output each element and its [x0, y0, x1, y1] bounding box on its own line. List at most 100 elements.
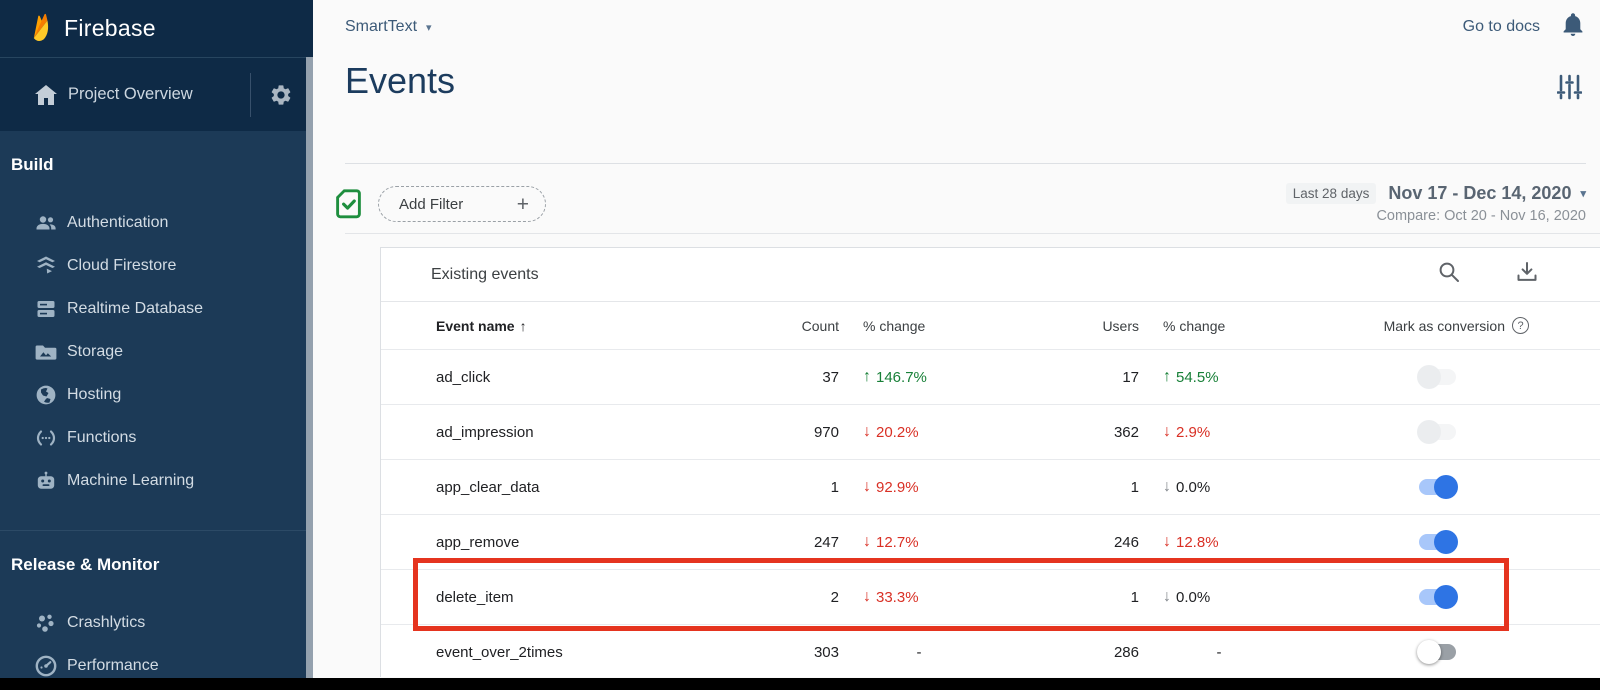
- search-icon[interactable]: [1438, 261, 1460, 288]
- event-users: 362: [1113, 423, 1139, 441]
- count-change: -: [916, 643, 922, 661]
- event-name: event_over_2times: [436, 643, 563, 661]
- column-users[interactable]: Users: [1102, 317, 1139, 334]
- divider: [250, 72, 251, 117]
- event-users: 246: [1113, 533, 1139, 551]
- sidebar-item-performance[interactable]: Performance: [0, 644, 313, 687]
- count-change: ↓ 20.2%: [863, 423, 919, 441]
- firestore-icon: [34, 254, 58, 278]
- sidebar-item-authentication[interactable]: Authentication: [0, 201, 313, 244]
- topbar: SmartText ▾ Go to docs: [313, 0, 1600, 54]
- event-users: 1: [1130, 588, 1139, 606]
- help-circle-icon[interactable]: ?: [1512, 317, 1529, 334]
- event-count: 2: [830, 588, 839, 606]
- sort-ascending-icon: ↑: [519, 317, 527, 334]
- divider: [345, 233, 1600, 234]
- column-mark-as-conversion: Mark as conversion ?: [1279, 302, 1529, 349]
- trend-arrow-icon: ↑: [1163, 368, 1171, 385]
- bell-icon[interactable]: [1562, 12, 1584, 42]
- conversion-toggle[interactable]: [1419, 530, 1458, 554]
- chevron-down-icon: ▾: [1580, 188, 1586, 200]
- trend-arrow-icon: ↓: [1163, 478, 1171, 495]
- section-label-build: Build: [11, 155, 54, 174]
- plus-icon: +: [516, 192, 529, 216]
- gauge-icon: [34, 654, 58, 678]
- card-title: Existing events: [431, 265, 539, 283]
- column-percent-change-count: % change: [863, 317, 926, 334]
- sidebar-item-hosting[interactable]: Hosting: [0, 373, 313, 416]
- release-nav: Crashlytics Performance: [0, 601, 313, 687]
- page-title: Events: [345, 60, 456, 101]
- conversion-toggle[interactable]: [1417, 365, 1456, 389]
- go-to-docs-link[interactable]: Go to docs: [1462, 18, 1540, 35]
- project-overview-label: Project Overview: [68, 85, 193, 103]
- sidebar-item-label: Machine Learning: [67, 471, 195, 489]
- chevron-down-icon: ▾: [426, 21, 432, 34]
- section-label-release-monitor: Release & Monitor: [11, 555, 160, 574]
- conversion-toggle[interactable]: [1419, 585, 1458, 609]
- table-row: ad_click 37 ↑ 146.7% 17 ↑ 54.5%: [381, 349, 1600, 404]
- trend-arrow-icon: ↓: [863, 588, 871, 605]
- column-percent-change-users: % change: [1163, 317, 1226, 334]
- sidebar-item-label: Storage: [67, 342, 124, 360]
- sidebar-item-crashlytics[interactable]: Crashlytics: [0, 601, 313, 644]
- firebase-flame-icon: [30, 13, 53, 44]
- event-count: 1: [830, 478, 839, 496]
- trend-arrow-icon: ↓: [1163, 533, 1171, 550]
- column-count[interactable]: Count: [801, 317, 839, 334]
- storage-folder-icon: [34, 340, 58, 364]
- event-users: 17: [1122, 368, 1139, 386]
- globe-icon: [34, 383, 58, 407]
- sidebar-item-label: Realtime Database: [67, 299, 204, 317]
- trend-arrow-icon: ↓: [1163, 588, 1171, 605]
- sidebar-item-project-overview[interactable]: Project Overview: [0, 57, 313, 131]
- sidebar-item-label: Cloud Firestore: [67, 256, 177, 274]
- build-nav: Authentication Cloud Firestore Realtime …: [0, 201, 313, 502]
- sidebar-item-machine-learning[interactable]: Machine Learning: [0, 459, 313, 502]
- event-users: 1: [1130, 478, 1139, 496]
- sidebar-item-label: Crashlytics: [67, 613, 146, 631]
- date-range-picker[interactable]: Nov 17 - Dec 14, 2020 ▾: [1388, 183, 1586, 204]
- column-event-name[interactable]: Event name ↑: [436, 317, 527, 334]
- conversion-toggle[interactable]: [1417, 420, 1456, 444]
- sidebar-item-storage[interactable]: Storage: [0, 330, 313, 373]
- event-count: 247: [813, 533, 839, 551]
- card-header: Existing events: [381, 248, 1600, 302]
- sidebar-item-functions[interactable]: Functions: [0, 416, 313, 459]
- download-icon[interactable]: [1516, 261, 1538, 288]
- event-name: delete_item: [436, 588, 514, 606]
- users-change: ↓ 0.0%: [1163, 478, 1211, 496]
- count-change: ↓ 33.3%: [863, 588, 919, 606]
- robot-icon: [34, 469, 58, 493]
- firebase-brand[interactable]: Firebase: [0, 0, 313, 57]
- home-icon: [34, 84, 58, 106]
- conversion-toggle[interactable]: [1419, 475, 1458, 499]
- count-change: ↓ 12.7%: [863, 533, 919, 551]
- sidebar-item-label: Performance: [67, 656, 159, 674]
- project-name: SmartText: [345, 18, 418, 35]
- existing-events-card: Existing events Event name ↑ Count % cha…: [380, 247, 1600, 677]
- database-icon: [34, 297, 58, 321]
- divider: [0, 530, 313, 531]
- sidebar-item-cloud-firestore[interactable]: Cloud Firestore: [0, 244, 313, 287]
- date-preset-badge: Last 28 days: [1285, 183, 1377, 204]
- sidebar-body: Build Authentication Cloud Firestore: [0, 155, 313, 687]
- event-count: 37: [822, 368, 839, 386]
- brand-wordmark: Firebase: [64, 15, 156, 41]
- sidebar-item-label: Hosting: [67, 385, 122, 403]
- project-switcher[interactable]: SmartText ▾: [345, 18, 432, 36]
- sidebar: Firebase Project Overview Build Authenti…: [0, 0, 313, 690]
- tune-sliders-icon[interactable]: [1556, 74, 1583, 105]
- count-change: ↑ 146.7%: [863, 368, 927, 386]
- add-filter-button[interactable]: Add Filter +: [378, 186, 546, 222]
- sidebar-item-label: Functions: [67, 428, 137, 446]
- count-change: ↓ 92.9%: [863, 478, 919, 496]
- users-change: ↓ 12.8%: [1163, 533, 1219, 551]
- sidebar-item-realtime-database[interactable]: Realtime Database: [0, 287, 313, 330]
- conversion-toggle[interactable]: [1417, 640, 1456, 664]
- gear-icon[interactable]: [269, 83, 293, 107]
- event-name: app_remove: [436, 533, 520, 551]
- trend-arrow-icon: ↓: [1163, 423, 1171, 440]
- sidebar-scrollbar[interactable]: [306, 57, 313, 678]
